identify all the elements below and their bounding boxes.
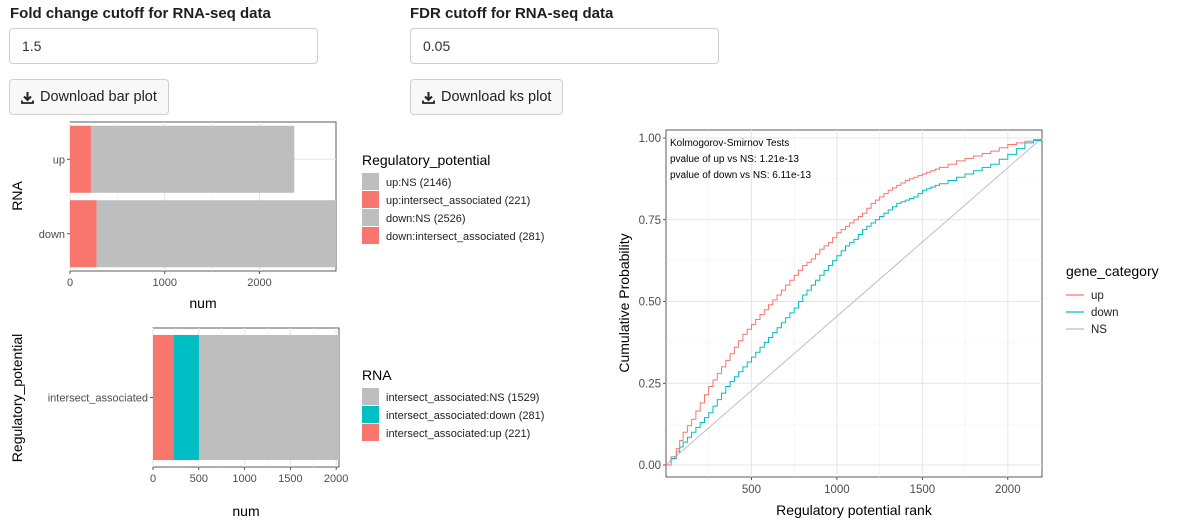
y-axis-title: Cumulative Probability: [616, 233, 632, 372]
x-tick-label: 1000: [153, 277, 177, 289]
y-axis-title: RNA: [9, 181, 25, 211]
x-tick-label: 2000: [995, 484, 1021, 496]
bar-up-intersect_associated: [70, 125, 91, 193]
x-tick-label: 500: [742, 484, 761, 496]
legend-label: down:intersect_associated (281): [386, 231, 544, 243]
legend-title: Regulatory_potential: [362, 152, 490, 168]
y-axis-title: Regulatory_potential: [9, 334, 25, 462]
legend-key: [362, 388, 379, 405]
y-tick-label: 1.00: [639, 133, 661, 145]
regulatory-potential-bar-chart: intersect_associated 0 500 1000 1500 2000 Reg…: [9, 327, 544, 519]
download-bar-plot-button[interactable]: Download bar plot: [9, 79, 169, 115]
y-tick-label: 0.00: [639, 460, 661, 472]
bar-down-NS: [96, 200, 337, 268]
x-axis-title: num: [189, 295, 216, 311]
x-tick-label: 1000: [232, 473, 256, 485]
legend-label-down: down: [1091, 307, 1119, 319]
x-tick-label: 2000: [324, 473, 348, 485]
bar-down-intersect_associated: [70, 200, 97, 268]
bar-intersect_associated-up: [153, 334, 174, 461]
legend-key: [362, 424, 379, 441]
download-bar-plot-label: Download bar plot: [40, 89, 157, 105]
ks-annotation-down: pvalue of down vs NS: 6.11e-13: [670, 170, 811, 181]
x-axis-title: num: [232, 503, 259, 519]
x-tick-label: 0: [67, 277, 73, 289]
ks-annotation-up: pvalue of up vs NS: 1.21e-13: [670, 154, 799, 165]
legend-key: [362, 209, 379, 226]
fold-change-label: Fold change cutoff for RNA-seq data: [10, 5, 271, 22]
legend-label-up: up: [1091, 290, 1104, 302]
legend-label: intersect_associated:down (281): [386, 410, 544, 422]
series-line-down: [666, 138, 1043, 466]
download-icon: [422, 91, 435, 104]
x-tick-label: 500: [190, 473, 208, 485]
legend-key: [362, 173, 379, 190]
x-tick-label: 2000: [247, 277, 271, 289]
fdr-label: FDR cutoff for RNA-seq data: [410, 5, 614, 22]
x-tick-label: 0: [150, 473, 156, 485]
bar-intersect_associated-NS: [198, 334, 339, 461]
x-tick-label: 1000: [824, 484, 850, 496]
legend-key: [362, 227, 379, 244]
y-tick-label: up: [53, 154, 65, 166]
y-tick-label: 0.25: [639, 378, 661, 390]
bar-intersect_associated-down: [173, 334, 199, 461]
plot-panel: [665, 129, 1043, 478]
legend-label: down:NS (2526): [386, 213, 466, 225]
download-ks-plot-button[interactable]: Download ks plot: [410, 79, 564, 115]
legend-key: [362, 191, 379, 208]
bar-up-NS: [90, 125, 295, 193]
ks-cumulative-chart: 500 1000 1500 2000 0.00 0.25 0.50 0.75 1.00 Kolm…: [616, 129, 1159, 518]
legend-key: [362, 406, 379, 423]
legend-title: gene_category: [1066, 263, 1159, 279]
y-tick-label: down: [39, 229, 65, 241]
x-tick-label: 1500: [910, 484, 936, 496]
series-line-up: [666, 138, 1043, 466]
fdr-input[interactable]: [410, 28, 719, 64]
ks-annotation-title: Kolmogorov-Smirnov Tests: [670, 138, 789, 149]
y-tick-label: intersect_associated: [48, 393, 148, 405]
rna-bar-chart: up down 0 1000 2000 RNA num Regulatory_poten…: [9, 121, 544, 311]
fold-change-input[interactable]: [9, 28, 318, 64]
legend-label: intersect_associated:NS (1529): [386, 392, 539, 404]
y-tick-label: 0.75: [639, 215, 661, 227]
download-icon: [21, 91, 34, 104]
legend-label: up:NS (2146): [386, 177, 451, 189]
legend-title: RNA: [362, 367, 392, 383]
series-line-NS: [665, 137, 1043, 466]
download-ks-plot-label: Download ks plot: [441, 89, 552, 105]
legend-label: up:intersect_associated (221): [386, 195, 530, 207]
y-tick-label: 0.50: [639, 297, 661, 309]
legend-label: intersect_associated:up (221): [386, 428, 530, 440]
x-tick-label: 1500: [278, 473, 302, 485]
x-axis-title: Regulatory potential rank: [776, 502, 933, 518]
legend-label-NS: NS: [1091, 324, 1107, 336]
